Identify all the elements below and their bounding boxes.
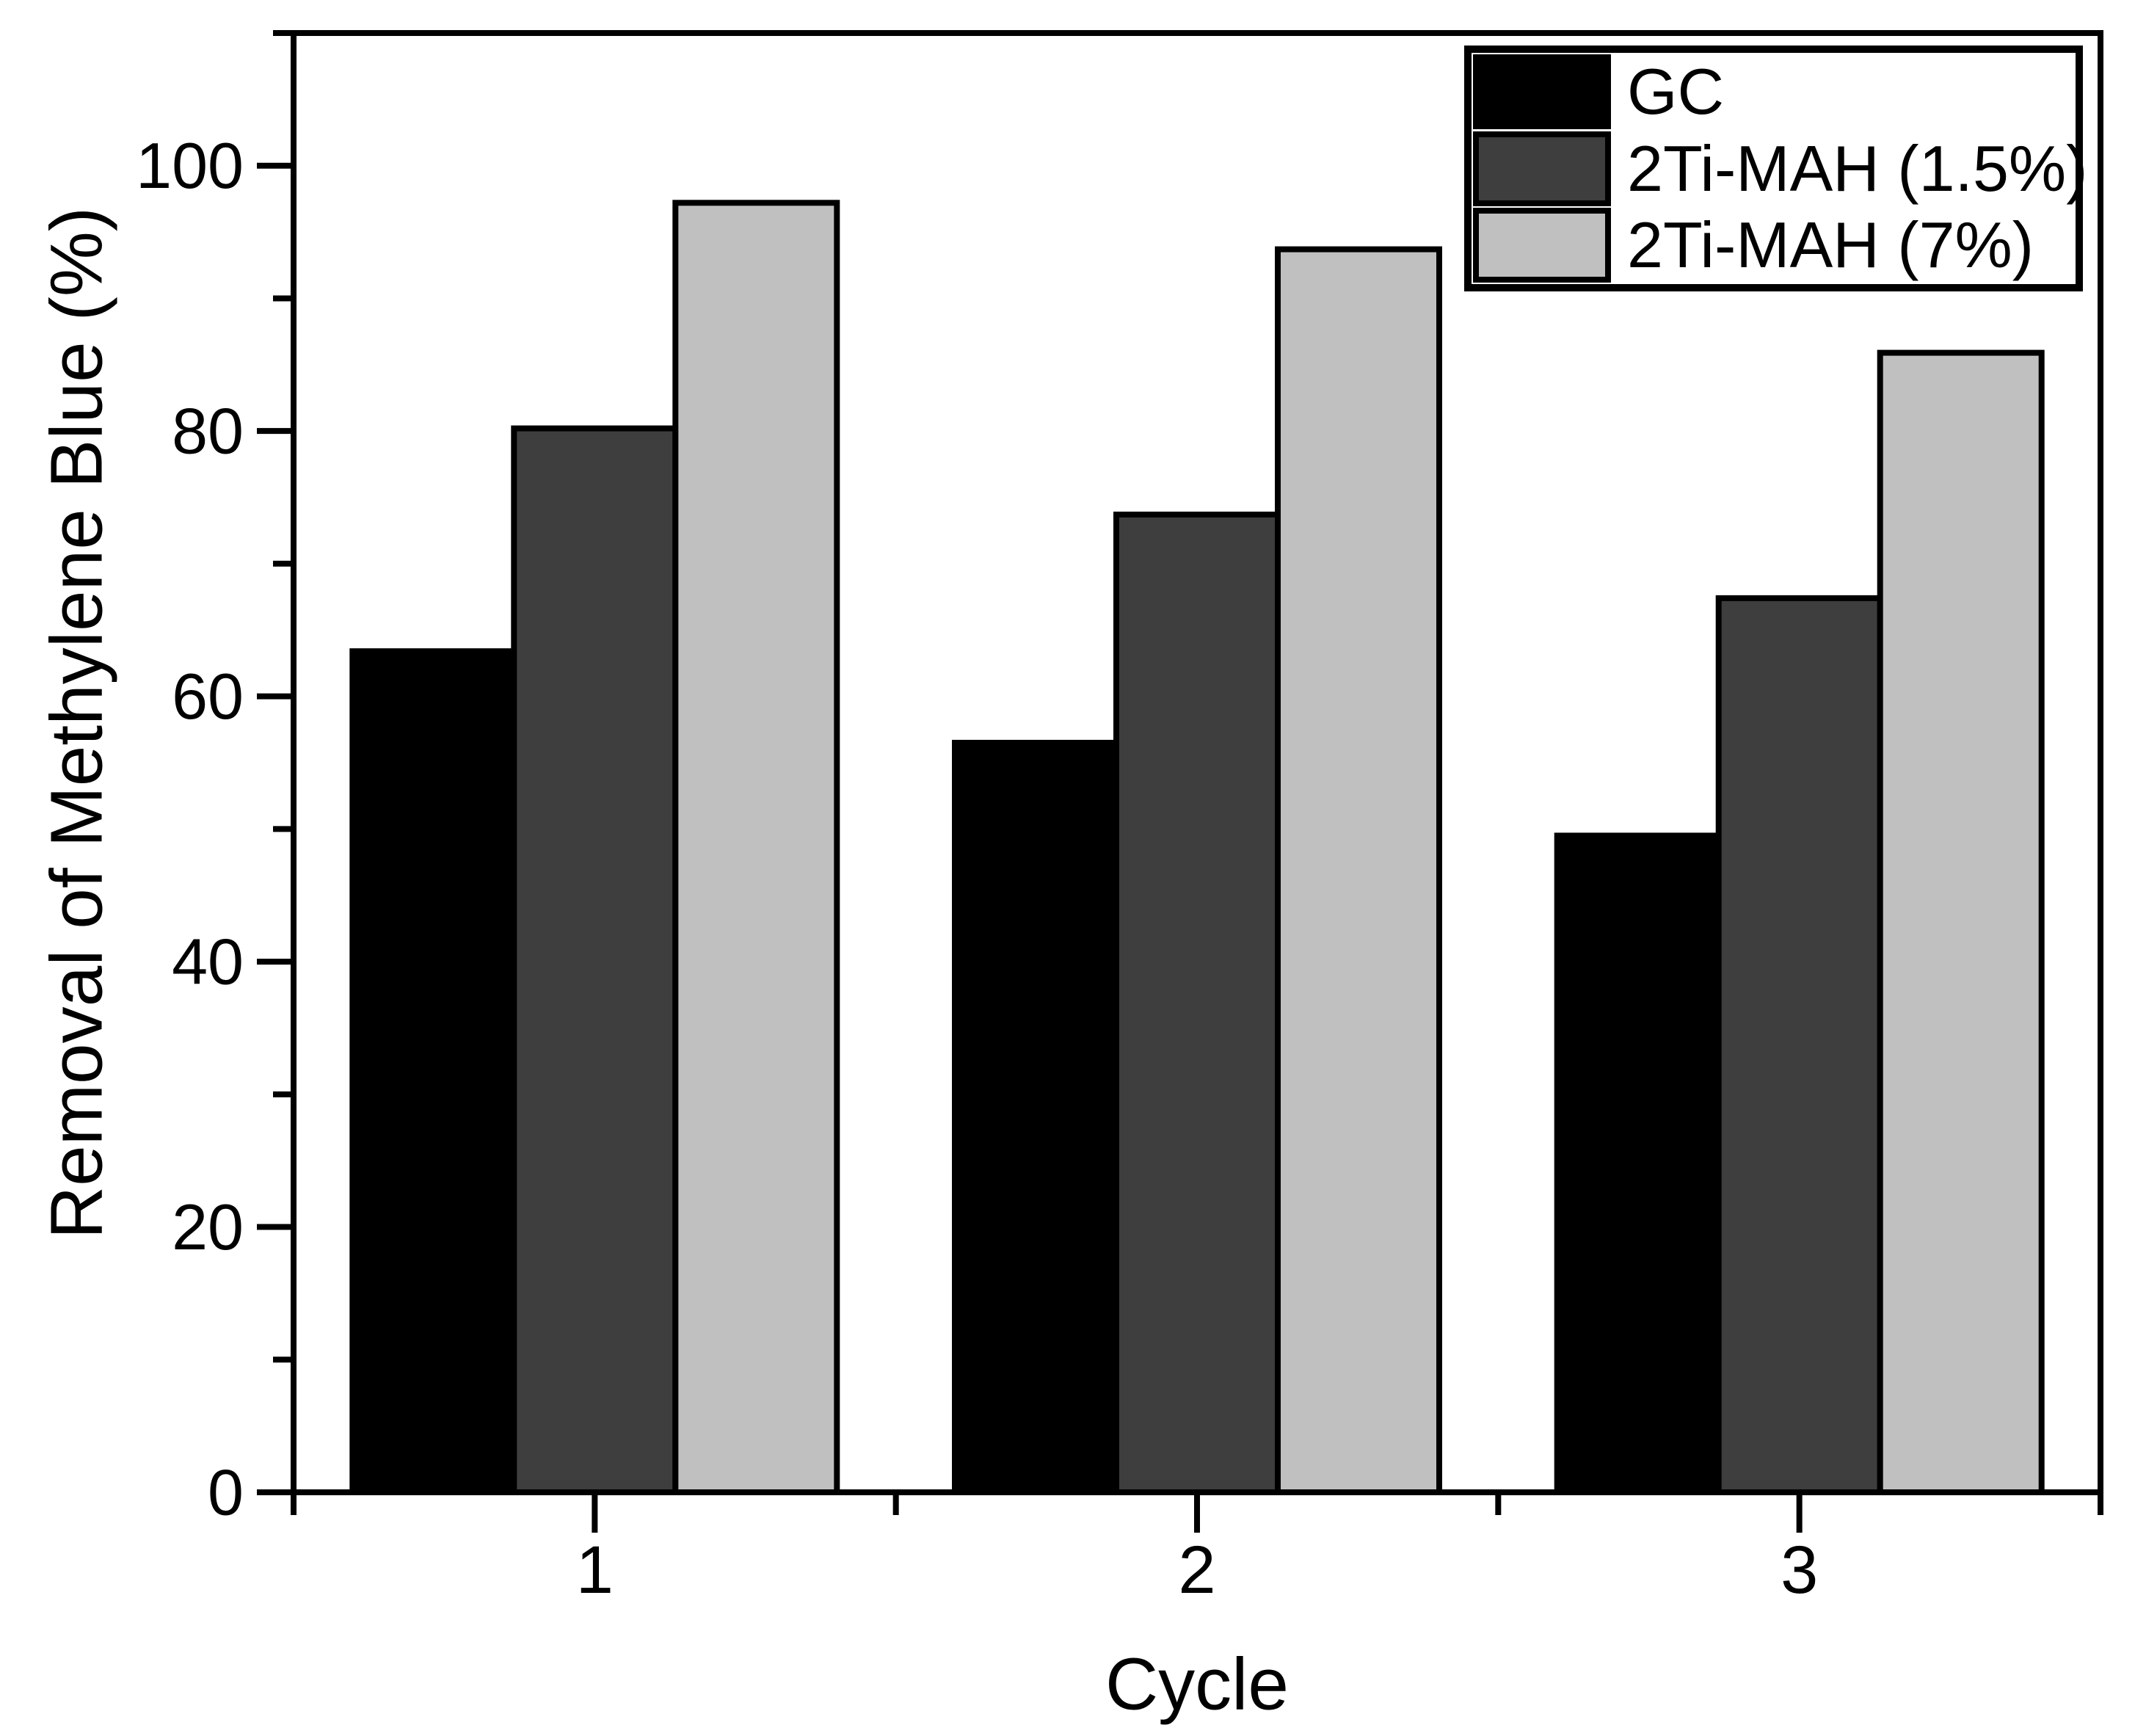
- bar-series2-cycle3: [1877, 349, 2045, 1496]
- y-tick-label: 20: [172, 1191, 244, 1263]
- y-axis-title: Removal of Methylene Blue (%): [35, 206, 118, 1240]
- bar-series0-cycle1: [349, 648, 517, 1496]
- bar-series1-cycle2: [1113, 512, 1281, 1495]
- bar-series2-cycle2: [1275, 246, 1442, 1496]
- y-tick-label: 80: [172, 395, 244, 468]
- bar-series0-cycle2: [952, 739, 1119, 1495]
- bar-series1-cycle3: [1715, 595, 1883, 1495]
- bar-series0-cycle3: [1554, 832, 1722, 1495]
- legend-label-2ti-mah-1-5: 2Ti-MAH (1.5%): [1627, 131, 2088, 205]
- legend-item-2ti-mah-1-5: 2Ti-MAH (1.5%): [1473, 131, 2087, 207]
- bar-series1-cycle1: [511, 425, 679, 1495]
- x-tick-label: 1: [576, 1533, 614, 1608]
- legend-item-gc: GC: [1473, 54, 2074, 130]
- x-tick-label: 3: [1781, 1533, 1818, 1608]
- y-tick-label: 60: [172, 660, 244, 733]
- legend-swatch-gc: [1473, 54, 1611, 129]
- legend-label-2ti-mah-7: 2Ti-MAH (7%): [1627, 208, 2034, 281]
- legend-swatch-2ti-mah-7: [1473, 208, 1611, 283]
- legend-item-2ti-mah-7: 2Ti-MAH (7%): [1473, 207, 2074, 283]
- legend: GC 2Ti-MAH (1.5%) 2Ti-MAH (7%): [1464, 46, 2087, 291]
- x-axis-title: Cycle: [1105, 1643, 1290, 1726]
- legend-label-gc: GC: [1627, 55, 1724, 128]
- y-tick-label: 40: [172, 926, 244, 998]
- y-tick-label: 100: [136, 129, 244, 202]
- y-tick-label: 0: [208, 1456, 244, 1529]
- legend-swatch-2ti-mah-1-5: [1473, 131, 1611, 206]
- bar-series2-cycle1: [672, 200, 840, 1495]
- x-tick-label: 2: [1178, 1533, 1215, 1608]
